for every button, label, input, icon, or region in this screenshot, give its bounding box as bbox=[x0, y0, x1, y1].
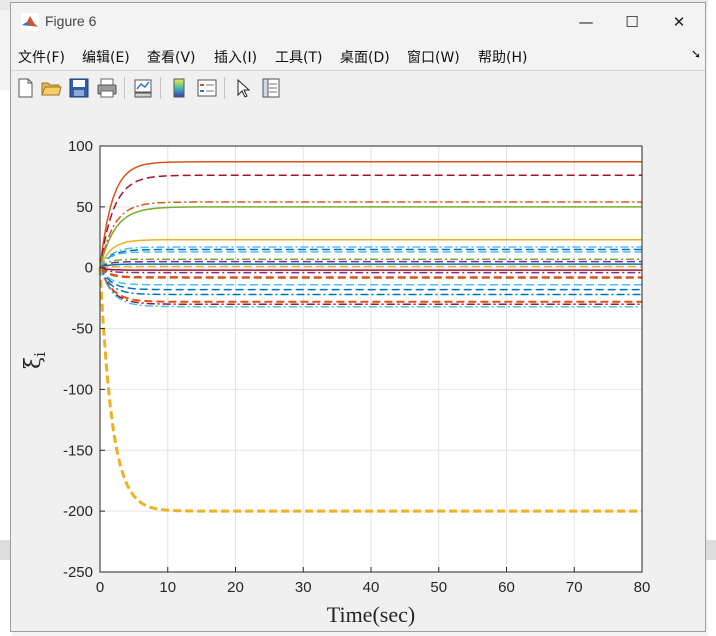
y-axis-label-subscript: i bbox=[31, 352, 49, 357]
menu-dock-arrow-icon[interactable]: ➘ bbox=[691, 47, 702, 61]
x-tick-label: 0 bbox=[96, 579, 104, 596]
window-title: Figure 6 bbox=[45, 13, 97, 29]
series-line-5 bbox=[99, 238, 642, 269]
menu-tools[interactable]: 工具(T) bbox=[275, 50, 323, 66]
menu-view[interactable]: 查看(V) bbox=[147, 50, 196, 66]
insert-legend-icon[interactable] bbox=[196, 77, 218, 99]
background-editor-right bbox=[708, 0, 716, 636]
series-line-6 bbox=[99, 246, 642, 269]
new-figure-icon[interactable] bbox=[14, 77, 36, 99]
series-line-12 bbox=[99, 265, 642, 269]
open-folder-icon[interactable] bbox=[40, 77, 62, 99]
menu-edit[interactable]: 编辑(E) bbox=[82, 50, 130, 66]
background-editor-left bbox=[0, 90, 12, 636]
toolbar-separator bbox=[160, 77, 161, 99]
series-line-13 bbox=[99, 266, 642, 271]
series-line-22 bbox=[98, 267, 642, 513]
chart: 0 10 20 30 40 50 60 70 80 -250 -200 -150 -100 -50 0 50 1… bbox=[21, 138, 651, 627]
x-tick-label: 10 bbox=[159, 579, 176, 596]
menu-window[interactable]: 窗口(W) bbox=[407, 50, 460, 66]
x-tick-label: 60 bbox=[498, 579, 515, 596]
series-line-11 bbox=[99, 263, 642, 269]
insert-colorbar-icon[interactable] bbox=[168, 77, 190, 99]
save-icon[interactable] bbox=[68, 77, 90, 99]
print-icon[interactable] bbox=[96, 77, 118, 99]
x-tick-label: 40 bbox=[363, 579, 380, 596]
menu-insert[interactable]: 插入(I) bbox=[214, 50, 258, 66]
figure-window: Figure 6 — ☐ ✕ 文件(F) 编辑(E) 查看(V) 插入(I) 工… bbox=[10, 2, 706, 632]
series-line-16 bbox=[99, 267, 642, 286]
x-tick-label: 70 bbox=[566, 579, 583, 596]
maximize-button[interactable]: ☐ bbox=[625, 13, 639, 31]
y-tick-label: -200 bbox=[63, 503, 93, 520]
y-axis-label: ξi bbox=[21, 352, 49, 369]
menu-help[interactable]: 帮助(H) bbox=[478, 50, 528, 66]
series-line-8 bbox=[99, 251, 642, 269]
menu-file[interactable]: 文件(F) bbox=[18, 50, 65, 66]
x-tick-label: 20 bbox=[227, 579, 244, 596]
toolbar-separator bbox=[124, 77, 125, 99]
series-line-3 bbox=[99, 201, 642, 268]
y-tick-label: 50 bbox=[76, 199, 93, 216]
series-line-2 bbox=[99, 174, 642, 268]
title-bar[interactable]: Figure 6 — ☐ ✕ bbox=[11, 3, 705, 41]
y-tick-label: -50 bbox=[71, 321, 93, 338]
figure-canvas: 0 10 20 30 40 50 60 70 80 -250 -200 -150 -100 -50 0 50 1… bbox=[11, 105, 705, 631]
y-tick-label: 100 bbox=[68, 138, 93, 155]
series-line-4 bbox=[99, 206, 642, 268]
series-line-18 bbox=[99, 267, 642, 296]
series-line-7 bbox=[99, 248, 642, 269]
series-line-20 bbox=[99, 267, 642, 305]
series-line-21 bbox=[99, 267, 642, 308]
minimize-button[interactable]: — bbox=[578, 13, 594, 31]
series-line-10 bbox=[99, 260, 642, 269]
series-line-17 bbox=[99, 267, 642, 291]
series-line-1 bbox=[99, 161, 642, 268]
link-plot-icon[interactable] bbox=[132, 77, 154, 99]
y-tick-label: -250 bbox=[63, 564, 93, 581]
x-tick-label: 80 bbox=[634, 579, 651, 596]
menu-desktop[interactable]: 桌面(D) bbox=[340, 50, 390, 66]
close-button[interactable]: ✕ bbox=[672, 13, 686, 31]
series-line-9 bbox=[99, 258, 642, 269]
toolbar bbox=[11, 70, 705, 106]
toolbar-separator bbox=[224, 77, 225, 99]
property-inspector-icon[interactable] bbox=[260, 77, 282, 99]
x-axis-label: Time(sec) bbox=[327, 602, 415, 627]
y-tick-label: 0 bbox=[85, 260, 93, 277]
matlab-logo-icon bbox=[21, 13, 39, 31]
x-tick-label: 50 bbox=[430, 579, 447, 596]
menu-bar: 文件(F) 编辑(E) 查看(V) 插入(I) 工具(T) 桌面(D) 窗口(W… bbox=[11, 41, 705, 69]
x-tick-label: 30 bbox=[295, 579, 312, 596]
edit-plot-icon[interactable] bbox=[232, 77, 254, 99]
y-tick-label: -150 bbox=[63, 442, 93, 459]
series-line-14 bbox=[99, 267, 642, 274]
y-tick-label: -100 bbox=[63, 381, 93, 398]
